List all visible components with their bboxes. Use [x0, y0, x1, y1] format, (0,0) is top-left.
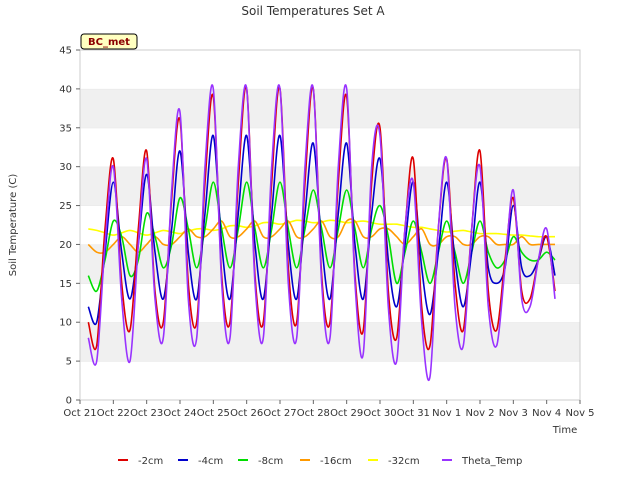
x-axis-title: Time: [552, 425, 577, 436]
y-tick-label: 45: [59, 46, 72, 57]
series-line-8cm: [87, 181, 556, 293]
grid-band: [80, 205, 580, 245]
y-tick-label: 0: [66, 396, 72, 407]
x-tick-label: Nov 4: [532, 408, 561, 419]
legend-label: -16cm: [320, 456, 352, 467]
legend-label: -4cm: [198, 456, 223, 467]
x-tick-label: Nov 1: [432, 408, 461, 419]
series-lines: [87, 84, 556, 381]
y-tick-label: 25: [59, 201, 72, 212]
grid-band: [80, 88, 580, 128]
y-tick-label: 20: [59, 240, 72, 251]
site-badge-label: BC_met: [88, 37, 130, 48]
x-tick-label: Oct 31: [397, 408, 430, 419]
x-tick-label: Oct 28: [297, 408, 330, 419]
plot-frame: [79, 49, 581, 401]
x-tick-label: Nov 5: [565, 408, 594, 419]
y-tick-label: 30: [59, 162, 72, 173]
y-axis-title: Soil Temperature (C): [8, 174, 19, 277]
series-line-theta-temp: [87, 84, 556, 381]
x-tick-label: Oct 23: [130, 408, 163, 419]
chart-title: Soil Temperatures Set A: [241, 4, 385, 18]
x-tick-label: Oct 21: [63, 408, 96, 419]
grid-band: [80, 244, 580, 284]
x-tick-label: Oct 26: [230, 408, 263, 419]
x-tick-label: Oct 25: [197, 408, 230, 419]
plot-bands: [80, 49, 580, 400]
x-tick-label: Nov 2: [465, 408, 494, 419]
x-tick-label: Oct 24: [163, 408, 196, 419]
legend: -2cm -4cm -8cm -16cm -32cm Theta_Temp: [118, 456, 522, 467]
legend-label: -8cm: [258, 456, 283, 467]
x-tick-label: Oct 22: [97, 408, 130, 419]
y-tick-label: 15: [59, 279, 72, 290]
legend-label: -2cm: [138, 456, 163, 467]
y-tick-label: 35: [59, 123, 72, 134]
y-tick-label: 40: [59, 84, 72, 95]
x-tick-label: Oct 30: [363, 408, 396, 419]
x-tick-label: Oct 29: [330, 408, 363, 419]
y-axis-ticks: 0 5 10 15 20 25 30 35 40 45: [59, 46, 80, 407]
grid-band: [80, 50, 580, 89]
x-tick-label: Nov 3: [499, 408, 528, 419]
x-axis-ticks: Oct 21 Oct 22 Oct 23 Oct 24 Oct 25 Oct 26 Oct …: [63, 400, 595, 419]
legend-label: -32cm: [388, 456, 420, 467]
x-tick-label: Oct 27: [263, 408, 296, 419]
legend-label: Theta_Temp: [461, 456, 522, 467]
grid-band: [80, 127, 580, 167]
grid-band: [80, 361, 580, 400]
site-badge-box: [80, 33, 138, 50]
site-badge: BC_met: [80, 33, 138, 50]
y-tick-label: 10: [59, 318, 72, 329]
grid-band: [80, 166, 580, 206]
y-tick-label: 5: [66, 357, 72, 368]
series-line-4cm: [87, 134, 556, 326]
series-line-16cm: [87, 218, 555, 254]
